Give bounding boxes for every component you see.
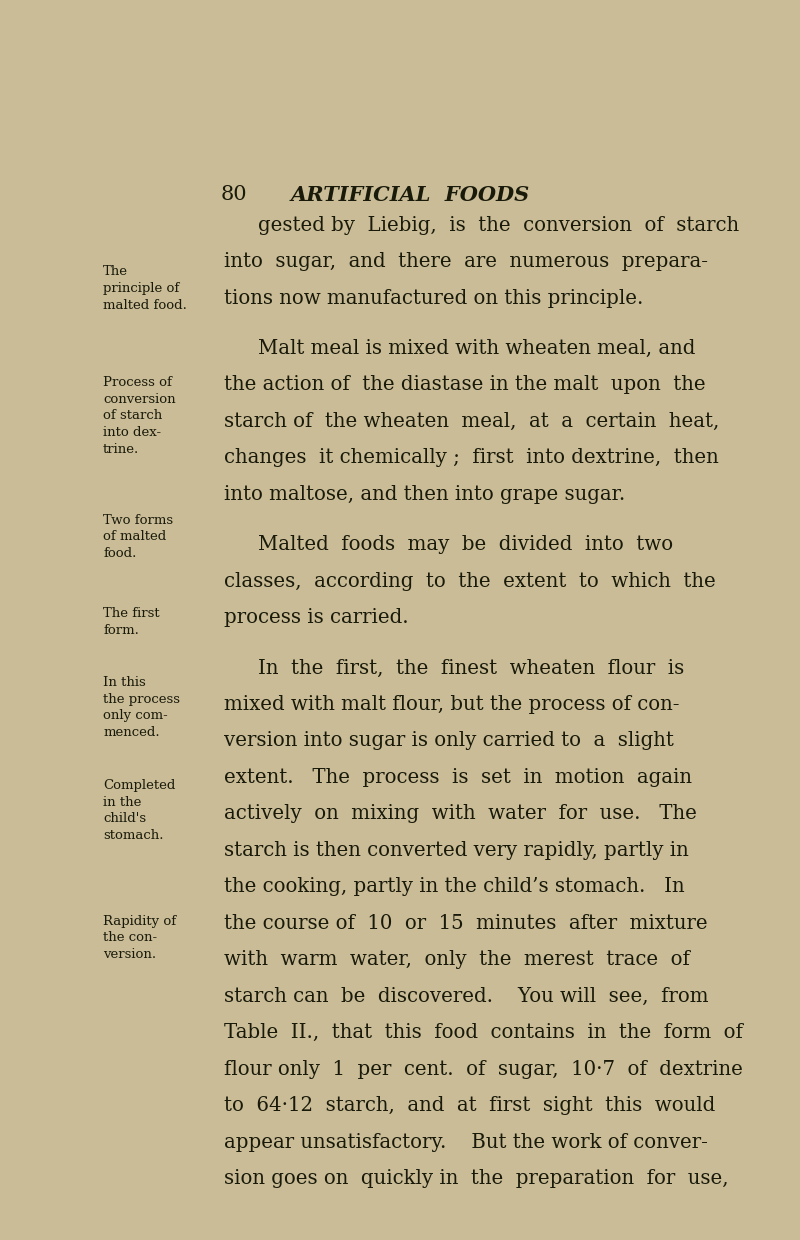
Text: conversion: conversion	[103, 393, 176, 405]
Text: starch is then converted very rapidly, partly in: starch is then converted very rapidly, p…	[224, 841, 689, 859]
Text: In  the  first,  the  finest  wheaten  flour  is: In the first, the finest wheaten flour i…	[258, 658, 684, 677]
Text: appear unsatisfactory.    But the work of conver-: appear unsatisfactory. But the work of c…	[224, 1132, 708, 1152]
Text: into  sugar,  and  there  are  numerous  prepara-: into sugar, and there are numerous prepa…	[224, 252, 708, 272]
Text: version.: version.	[103, 947, 156, 961]
Text: mixed with malt flour, but the process of con-: mixed with malt flour, but the process o…	[224, 694, 679, 714]
Text: Table  II.,  that  this  food  contains  in  the  form  of: Table II., that this food contains in th…	[224, 1023, 743, 1042]
Text: changes  it chemically ;  first  into dextrine,  then: changes it chemically ; first into dextr…	[224, 449, 718, 467]
Text: sion goes on  quickly in  the  preparation  for  use,: sion goes on quickly in the preparation …	[224, 1169, 729, 1188]
Text: the action of  the diastase in the malt  upon  the: the action of the diastase in the malt u…	[224, 376, 706, 394]
Text: Process of: Process of	[103, 376, 172, 389]
Text: classes,  according  to  the  extent  to  which  the: classes, according to the extent to whic…	[224, 572, 716, 590]
Text: the cooking, partly in the child’s stomach.   In: the cooking, partly in the child’s stoma…	[224, 877, 685, 897]
Text: extent.   The  process  is  set  in  motion  again: extent. The process is set in motion aga…	[224, 768, 692, 787]
Text: food.: food.	[103, 547, 137, 560]
Text: principle of: principle of	[103, 281, 179, 295]
Text: stomach.: stomach.	[103, 830, 163, 842]
Text: version into sugar is only carried to  a  slight: version into sugar is only carried to a …	[224, 732, 674, 750]
Text: flour only  1  per  cent.  of  sugar,  10·7  of  dextrine: flour only 1 per cent. of sugar, 10·7 of…	[224, 1060, 743, 1079]
Text: The first: The first	[103, 608, 160, 620]
Text: only com-: only com-	[103, 709, 168, 722]
Text: the process: the process	[103, 693, 180, 706]
Text: Rapidity of: Rapidity of	[103, 915, 176, 928]
Text: of malted: of malted	[103, 531, 166, 543]
Text: child's: child's	[103, 812, 146, 826]
Text: to  64·12  starch,  and  at  first  sight  this  would: to 64·12 starch, and at first sight this…	[224, 1096, 715, 1115]
Text: the con-: the con-	[103, 931, 158, 944]
Text: Malted  foods  may  be  divided  into  two: Malted foods may be divided into two	[258, 536, 674, 554]
Text: form.: form.	[103, 624, 139, 637]
Text: Completed: Completed	[103, 779, 175, 792]
Text: Two forms: Two forms	[103, 513, 174, 527]
Text: starch of  the wheaten  meal,  at  a  certain  heat,: starch of the wheaten meal, at a certain…	[224, 412, 719, 430]
Text: ARTIFICIAL  FOODS: ARTIFICIAL FOODS	[290, 185, 530, 205]
Text: menced.: menced.	[103, 725, 160, 739]
Text: of starch: of starch	[103, 409, 162, 423]
Text: tions now manufactured on this principle.: tions now manufactured on this principle…	[224, 289, 643, 308]
Text: 80: 80	[221, 185, 247, 205]
Text: process is carried.: process is carried.	[224, 608, 409, 627]
Text: In this: In this	[103, 676, 146, 689]
Text: trine.: trine.	[103, 443, 139, 456]
Text: malted food.: malted food.	[103, 299, 187, 311]
Text: with  warm  water,  only  the  merest  trace  of: with warm water, only the merest trace o…	[224, 950, 690, 970]
Text: in the: in the	[103, 796, 142, 808]
Text: The: The	[103, 265, 128, 278]
Text: the course of  10  or  15  minutes  after  mixture: the course of 10 or 15 minutes after mix…	[224, 914, 708, 932]
Text: into dex-: into dex-	[103, 427, 162, 439]
Text: into maltose, and then into grape sugar.: into maltose, and then into grape sugar.	[224, 485, 626, 503]
Text: starch can  be  discovered.    You will  see,  from: starch can be discovered. You will see, …	[224, 987, 709, 1006]
Text: Malt meal is mixed with wheaten meal, and: Malt meal is mixed with wheaten meal, an…	[258, 339, 695, 358]
Text: gested by  Liebig,  is  the  conversion  of  starch: gested by Liebig, is the conversion of s…	[258, 216, 739, 234]
Text: actively  on  mixing  with  water  for  use.   The: actively on mixing with water for use. T…	[224, 805, 697, 823]
